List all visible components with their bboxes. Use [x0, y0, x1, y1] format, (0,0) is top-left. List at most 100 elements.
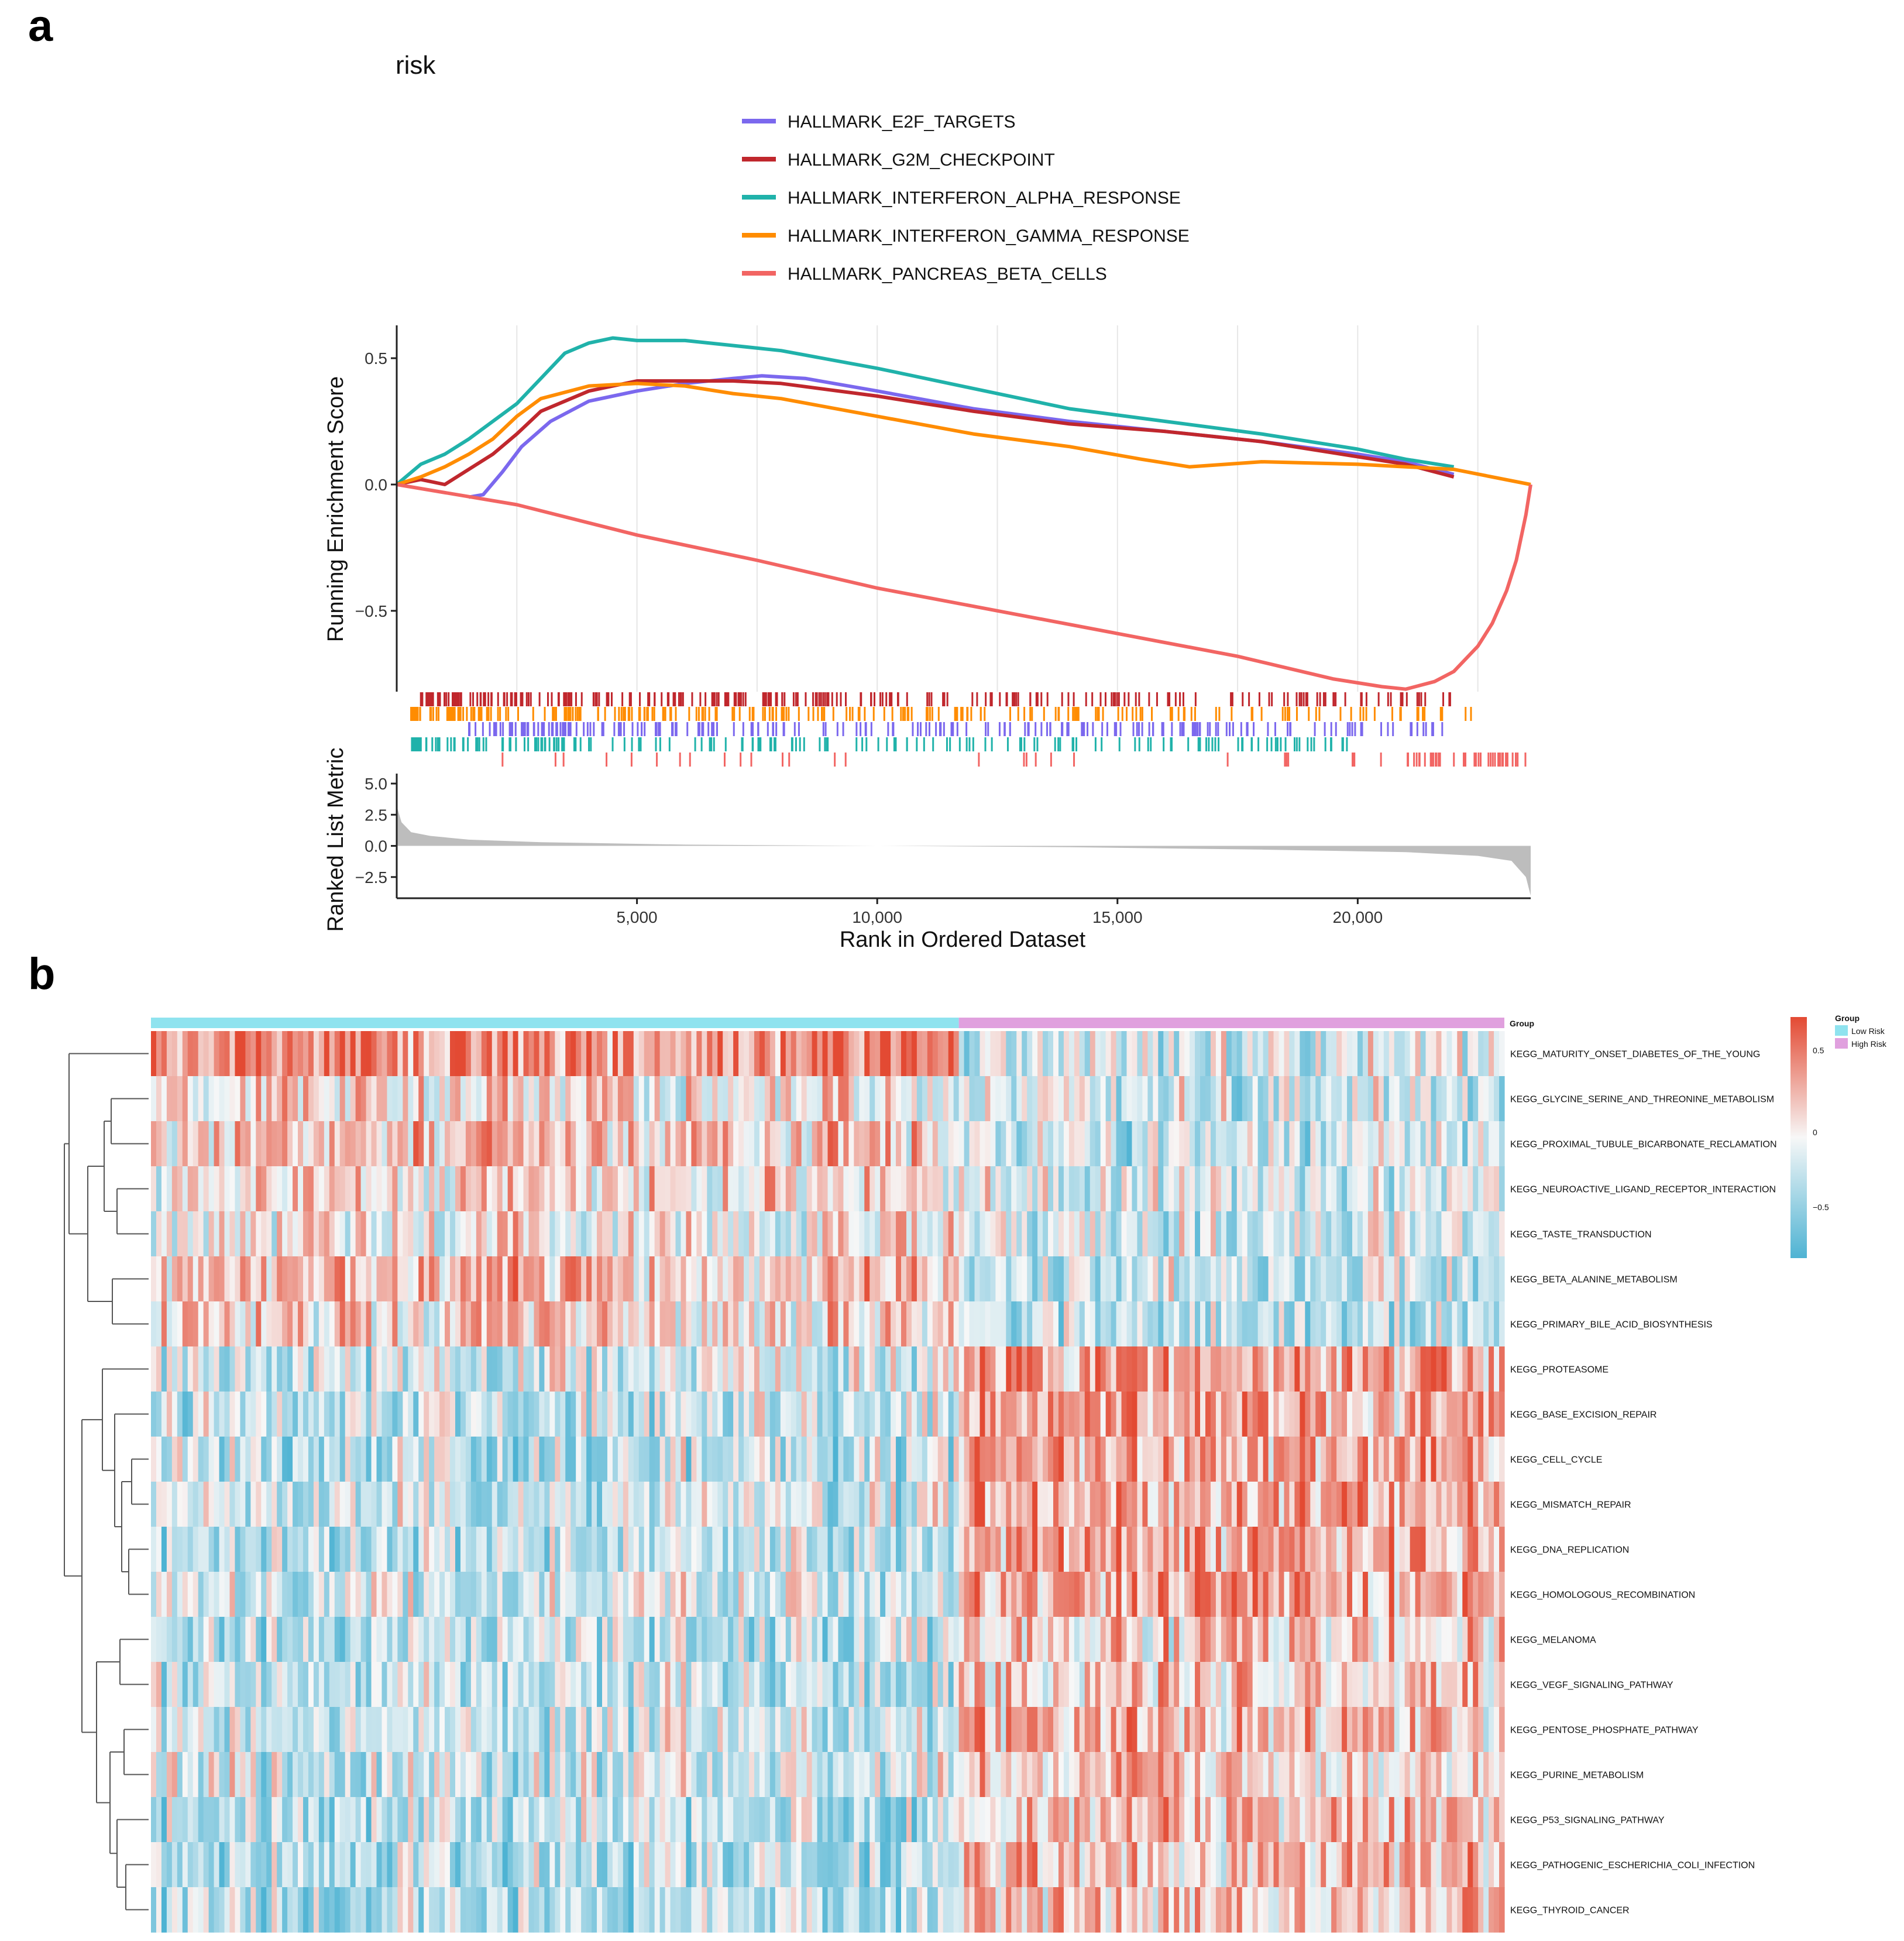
heatmap-cell [1048, 1392, 1054, 1437]
heatmap-cell [450, 1392, 456, 1437]
heatmap-cell [266, 1437, 272, 1482]
heatmap-cell [1420, 1572, 1427, 1617]
heatmap-cell [376, 1166, 383, 1212]
heatmap-cell [1273, 1121, 1280, 1167]
heatmap-cell [424, 1482, 429, 1527]
heatmap-cell [633, 1166, 640, 1212]
heatmap-cell [901, 1121, 907, 1167]
heatmap-cell [681, 1211, 687, 1257]
heatmap-cell [166, 1121, 173, 1167]
heatmap-cell [214, 1392, 220, 1437]
heatmap-cell [235, 1617, 241, 1662]
heatmap-cell [1032, 1662, 1038, 1708]
heatmap-cell [492, 1572, 498, 1617]
heatmap-cell [1016, 1662, 1022, 1708]
heatmap-cell [1457, 1617, 1463, 1662]
heatmap-cell [256, 1121, 262, 1167]
heatmap-cell [1362, 1301, 1369, 1347]
heatmap-cell [638, 1662, 645, 1708]
heatmap-cell [927, 1031, 933, 1077]
heatmap-cell [623, 1346, 629, 1392]
heatmap-cell [161, 1121, 167, 1167]
heatmap-cell [523, 1256, 530, 1302]
heatmap-cell [1352, 1346, 1358, 1392]
heatmap-cell [465, 1617, 472, 1662]
heatmap-cell [592, 1482, 597, 1527]
heatmap-cell [859, 1346, 865, 1392]
heatmap-cell [334, 1031, 341, 1077]
heatmap-cell [969, 1076, 975, 1122]
heatmap-cell [1205, 1482, 1211, 1527]
heatmap-cell [1331, 1482, 1337, 1527]
heatmap-cell [1300, 1031, 1305, 1077]
heatmap-cell [586, 1211, 592, 1257]
heatmap-cell [1367, 1121, 1374, 1167]
heatmap-cell [1300, 1617, 1305, 1662]
heatmap-cell [1373, 1076, 1379, 1122]
heatmap-cell [1462, 1031, 1468, 1077]
heatmap-cell [382, 1211, 388, 1257]
x-tick-label: 10,000 [852, 908, 902, 926]
heatmap-cell [597, 1031, 603, 1077]
heatmap-cell [1084, 1437, 1091, 1482]
heatmap-cell [764, 1211, 771, 1257]
heatmap-cell [948, 1301, 954, 1347]
heatmap-cell [691, 1301, 697, 1347]
heatmap-cell [1037, 1527, 1043, 1572]
heatmap-cell [869, 1076, 875, 1122]
heatmap-cell [171, 1211, 178, 1257]
heatmap-cell [403, 1301, 408, 1347]
heatmap-cell [1489, 1256, 1494, 1302]
heatmap-cell [1499, 1031, 1505, 1077]
heatmap-cell [439, 1662, 445, 1708]
heatmap-cell [1231, 1617, 1238, 1662]
heatmap-cell [911, 1211, 917, 1257]
heatmap-cell [271, 1572, 277, 1617]
heatmap-cell [371, 1437, 377, 1482]
heatmap-cell [1126, 1121, 1133, 1167]
heatmap-cell [565, 1076, 571, 1122]
heatmap-cell [1126, 1662, 1133, 1708]
heatmap-cell [932, 1121, 939, 1167]
heatmap-cell [1257, 1437, 1264, 1482]
heatmap-cell [980, 1437, 986, 1482]
heatmap-cell [1362, 1346, 1369, 1392]
heatmap-cell [387, 1662, 393, 1708]
heatmap-cell [1300, 1121, 1305, 1167]
heatmap-cell [1179, 1662, 1185, 1708]
heatmap-cell [1210, 1617, 1216, 1662]
heatmap-cell [1043, 1076, 1049, 1122]
heatmap-cell [1200, 1437, 1206, 1482]
heatmap-cell [287, 1256, 293, 1302]
heatmap-cell [728, 1211, 734, 1257]
heatmap-cell [1132, 1482, 1138, 1527]
heatmap-cell [303, 1256, 309, 1302]
heatmap-cell [339, 1482, 346, 1527]
heatmap-cell [476, 1527, 482, 1572]
heatmap-cell [597, 1617, 603, 1662]
heatmap-cell [1006, 1617, 1012, 1662]
heatmap-cell [166, 1211, 173, 1257]
heatmap-cell [1373, 1527, 1379, 1572]
heatmap-cell [1467, 1346, 1473, 1392]
heatmap-cell [345, 1121, 351, 1167]
heatmap-cell [1489, 1031, 1494, 1077]
heatmap-cell [764, 1482, 771, 1527]
heatmap-cell [1373, 1121, 1379, 1167]
heatmap-cell [728, 1617, 734, 1662]
heatmap-cell [360, 1392, 367, 1437]
heatmap-cell [424, 1617, 429, 1662]
heatmap-cell [780, 1301, 786, 1347]
heatmap-cell [1263, 1211, 1269, 1257]
heatmap-cell [1404, 1346, 1411, 1392]
heatmap-cell [602, 1166, 608, 1212]
heatmap-cell [1378, 1256, 1384, 1302]
heatmap-cell [1184, 1301, 1190, 1347]
heatmap-cell [1294, 1121, 1300, 1167]
heatmap-cell [922, 1076, 928, 1122]
heatmap-cell [324, 1211, 330, 1257]
heatmap-cell [644, 1527, 650, 1572]
heatmap-cell [859, 1392, 865, 1437]
heatmap-cell [1483, 1121, 1489, 1167]
heatmap-cell [1352, 1121, 1358, 1167]
